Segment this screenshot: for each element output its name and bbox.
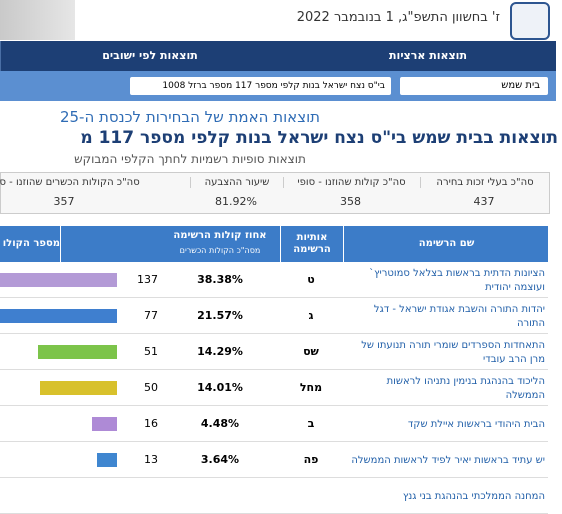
row-divider (0, 333, 548, 334)
column-header: אחוז קולות הרשימה (173, 230, 267, 241)
row-divider (0, 297, 548, 298)
summary-value: 357 (53, 195, 75, 208)
banner-image (0, 0, 75, 40)
list-percent: 4.48% (200, 417, 240, 430)
logo (510, 2, 550, 40)
vote-bar (92, 417, 117, 431)
summary-label: סה"כ בעלי זכות בחירה (420, 177, 549, 188)
column-header: מסה"כ הקולות הכשרים (179, 246, 261, 255)
tab[interactable]: תוצאות ארציות (389, 49, 467, 62)
row-divider (0, 441, 548, 442)
list-name: המחנה הממלכתי בהנהגת בני גנץ (402, 491, 545, 502)
list-name: הציונות הדתית בראשות בצלאל סמוטריץ` ועוצ… (369, 268, 545, 293)
main-title: תוצאות האמת של הבחירות לכנסת ה-25 (59, 108, 321, 126)
vote-count: 51 (144, 345, 158, 358)
list-name: הבית היהודי בראשות איילת שקד (407, 419, 545, 430)
vote-bar (37, 345, 117, 359)
list-percent: 3.64% (200, 453, 240, 466)
vote-bar (96, 453, 117, 467)
summary-label: סה"כ הקולות הכשרים שהוזנו - סופי (0, 177, 140, 188)
ballot-select[interactable]: בי"ס נצח ישראל בנות קלפי מספר 117 מספר ב… (130, 77, 391, 95)
vote-count: 13 (144, 453, 158, 466)
column-header: מספר הקולו (0, 226, 61, 262)
vote-bar (0, 309, 117, 323)
summary-label: סה"כ קולות שהוזנו - סופי (283, 177, 419, 188)
summary-label: שיעור ההצבעה (190, 177, 283, 188)
location-title: תוצאות בבית שמש בי"ס נצח ישראל בנות קלפי… (80, 128, 558, 148)
vote-bar (0, 273, 117, 287)
list-letters: ג (308, 309, 314, 322)
summary-value: 358 (340, 195, 361, 208)
nav-bar (0, 41, 556, 71)
tab[interactable]: תוצאות לפי ישובים (0, 41, 299, 71)
list-letters: שס (303, 345, 319, 358)
date: ז' בחשוון התשפ"ג, 1 בנובמבר 2022 (296, 10, 500, 25)
vote-count: 77 (144, 309, 158, 322)
list-letters: ב (307, 417, 315, 430)
subtitle: תוצאות סופיות רשמיות לחתך הקלפי המבוקש (74, 152, 306, 166)
list-letters: ט (307, 273, 315, 286)
list-percent: 14.29% (197, 345, 243, 358)
summary-value: 81.92% (215, 195, 257, 208)
list-percent: 21.57% (197, 309, 243, 322)
list-letters: פה (303, 453, 319, 466)
list-percent: 38.38% (197, 273, 243, 286)
list-percent: 14.01% (197, 381, 243, 394)
list-name: יהדות התורה והשבת אגודת ישראל - דגל התור… (373, 304, 545, 329)
row-divider (0, 477, 548, 478)
summary-box (0, 172, 550, 214)
column-header: אותיות הרשימה (280, 226, 344, 262)
summary-value: 437 (473, 195, 495, 208)
list-letters: מחל (299, 381, 323, 394)
table-header (0, 226, 548, 262)
list-name: הליכוד בהנהגת בנימין נתניהו לראשות הממשל… (386, 376, 545, 401)
column-header: שם הרשימה (418, 238, 475, 249)
vote-count: 50 (144, 381, 158, 394)
vote-count: 137 (137, 273, 158, 286)
list-name: התאחדות הספרדים שומרי תורה תנועתו של מרן… (361, 340, 545, 365)
vote-count: 16 (144, 417, 158, 430)
row-divider (0, 369, 548, 370)
city-select[interactable]: בית שמש (400, 77, 548, 95)
list-name: יש עתיד בראשות יאיר לפיד לראשות הממשלה (351, 455, 545, 466)
row-divider (0, 405, 548, 406)
vote-bar (39, 381, 117, 395)
